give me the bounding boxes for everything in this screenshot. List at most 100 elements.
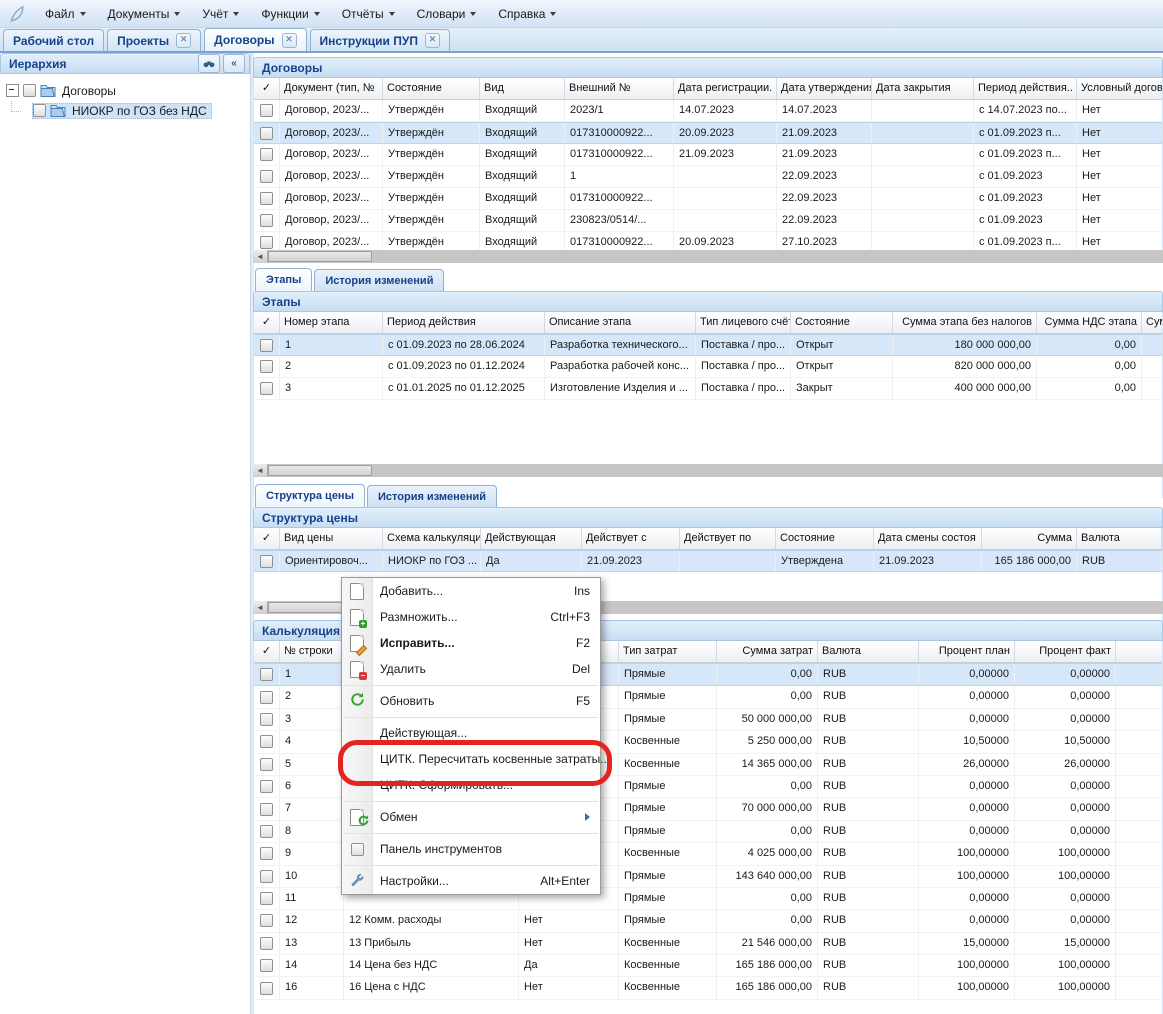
column-header[interactable]: Документ (тип, № — [280, 78, 383, 99]
table-row[interactable]: Договор, 2023/... Утверждён Входящий 1 22.09… — [254, 166, 1162, 188]
stages-hscrollbar[interactable]: ◄ — [253, 464, 1163, 477]
column-header[interactable]: Процент план — [919, 641, 1015, 662]
select-all-header[interactable]: ✓ — [254, 641, 280, 662]
row-checkbox[interactable] — [260, 214, 273, 227]
row-checkbox[interactable] — [260, 847, 273, 861]
scrollbar-thumb[interactable] — [268, 251, 372, 262]
tree-node[interactable]: НИОКР по ГОЗ без НДС — [6, 101, 250, 120]
table-row[interactable]: 14 14 Цена без НДС Да Косвенные 165 186 000,… — [254, 955, 1162, 978]
column-header[interactable]: Тип лицевого счёт — [696, 312, 791, 333]
row-checkbox[interactable] — [260, 824, 273, 838]
sidebar-splitter[interactable] — [251, 53, 254, 1014]
column-header[interactable]: Состояние — [383, 78, 480, 99]
column-header[interactable]: Дата регистрации. — [674, 78, 777, 99]
table-row[interactable]: Договор, 2023/... Утверждён Входящий 017310… — [254, 144, 1162, 166]
row-checkbox[interactable] — [260, 338, 273, 352]
tab-Проекты[interactable]: Проекты ✕ — [107, 29, 202, 51]
menubar-item[interactable]: Документы — [97, 4, 192, 24]
column-header[interactable]: Состояние — [791, 312, 893, 333]
table-row[interactable]: 16 16 Цена с НДС Нет Косвенные 165 186 000,0… — [254, 977, 1162, 1000]
table-row[interactable]: 13 13 Прибыль Нет Косвенные 21 546 000,00 RUB… — [254, 932, 1162, 956]
row-checkbox[interactable] — [260, 981, 273, 995]
row-checkbox[interactable] — [260, 780, 273, 794]
select-all-header[interactable]: ✓ — [254, 528, 280, 549]
table-row[interactable]: Ориентировоч... НИОКР по ГОЗ ... Да 21.09.2… — [254, 550, 1162, 572]
column-header[interactable]: Внешний № — [565, 78, 674, 99]
menu-item-удалить[interactable]: – Удалить Del — [342, 656, 600, 682]
menu-item-панель-инструментов[interactable]: Панель инструментов — [342, 836, 600, 862]
row-checkbox[interactable] — [260, 914, 273, 928]
tree-node[interactable]: Договоры — [6, 81, 250, 100]
menu-item-исправить-[interactable]: Исправить... F2 — [342, 630, 600, 656]
column-header[interactable]: Сум — [1142, 312, 1162, 333]
column-header[interactable]: Вид — [480, 78, 565, 99]
row-checkbox[interactable] — [260, 554, 273, 568]
table-row[interactable]: Договор, 2023/... Утверждён Входящий 017310… — [254, 122, 1162, 144]
table-row[interactable]: Договор, 2023/... Утверждён Входящий 017310… — [254, 188, 1162, 210]
column-header[interactable]: Процент факт — [1015, 641, 1116, 662]
tab-Рабочий стол[interactable]: Рабочий стол — [3, 29, 105, 51]
contracts-hscrollbar[interactable]: ◄ — [253, 250, 1163, 263]
menubar-item[interactable]: Учёт — [191, 4, 250, 24]
menu-item-обмен[interactable]: Обмен — [342, 804, 600, 830]
table-row[interactable]: Договор, 2023/... Утверждён Входящий 230823… — [254, 210, 1162, 232]
column-header[interactable]: Валюта — [818, 641, 919, 662]
row-checkbox[interactable] — [260, 869, 273, 883]
row-checkbox[interactable] — [260, 104, 273, 117]
tab-История изменений[interactable]: История изменений — [366, 485, 498, 507]
scrollbar-thumb[interactable] — [268, 465, 372, 476]
row-checkbox[interactable] — [260, 148, 273, 161]
tree-checkbox[interactable] — [23, 84, 36, 97]
column-header[interactable]: Сумма этапа без налогов — [893, 312, 1037, 333]
column-header[interactable]: № строки — [280, 641, 344, 662]
menu-item-обновить[interactable]: Обновить F5 — [342, 688, 600, 714]
menubar-item[interactable]: Словари — [406, 4, 488, 24]
column-header[interactable]: Тип затрат — [619, 641, 717, 662]
column-header[interactable]: Валюта — [1077, 528, 1162, 549]
column-header[interactable]: Действует по — [680, 528, 776, 549]
column-header[interactable]: Сумма НДС этапа — [1037, 312, 1142, 333]
column-header[interactable] — [519, 641, 619, 662]
tab-История изменений[interactable]: История изменений — [314, 269, 445, 291]
row-checkbox[interactable] — [260, 668, 273, 682]
menubar-item[interactable]: Файл — [34, 4, 97, 24]
row-checkbox[interactable] — [260, 959, 273, 973]
column-header[interactable]: Дата смены состоя — [874, 528, 982, 549]
close-icon[interactable]: ✕ — [281, 32, 297, 48]
row-checkbox[interactable] — [260, 712, 273, 726]
column-header[interactable]: Период действия.. — [974, 78, 1077, 99]
scroll-left-icon[interactable]: ◄ — [253, 601, 268, 614]
row-checkbox[interactable] — [260, 735, 273, 749]
row-checkbox[interactable] — [260, 382, 273, 395]
tab-Структура цены[interactable]: Структура цены — [255, 484, 365, 507]
column-header[interactable]: Условный догове — [1077, 78, 1162, 99]
column-header[interactable]: Дата закрытия — [872, 78, 974, 99]
row-checkbox[interactable] — [260, 126, 273, 140]
column-header[interactable]: Сумма — [982, 528, 1077, 549]
select-all-header[interactable]: ✓ — [254, 312, 280, 333]
row-checkbox[interactable] — [260, 360, 273, 373]
tree-checkbox[interactable] — [33, 104, 46, 117]
tab-Инструкции ПУП[interactable]: Инструкции ПУП ✕ — [309, 29, 450, 51]
row-checkbox[interactable] — [260, 892, 273, 906]
column-header[interactable]: Вид цены — [280, 528, 383, 549]
collapse-icon[interactable]: « — [223, 54, 245, 73]
row-checkbox[interactable] — [260, 757, 273, 771]
menu-item-настройки-[interactable]: Настройки... Alt+Enter — [342, 868, 600, 894]
row-checkbox[interactable] — [260, 802, 273, 816]
menu-item-размножить-[interactable]: + Размножить... Ctrl+F3 — [342, 604, 600, 630]
column-header[interactable]: Период действия — [383, 312, 545, 333]
menu-item-цитк-сформировать-[interactable]: ЦИТК. Сформировать... — [342, 772, 600, 798]
menubar-item[interactable]: Функции — [250, 4, 330, 24]
tree-collapse-icon[interactable] — [6, 84, 19, 97]
select-all-header[interactable]: ✓ — [254, 78, 280, 99]
tab-Этапы[interactable]: Этапы — [255, 268, 313, 291]
close-icon[interactable]: ✕ — [424, 33, 440, 48]
row-checkbox[interactable] — [260, 192, 273, 205]
table-row[interactable]: Договор, 2023/... Утверждён Входящий 2023/1… — [254, 100, 1162, 122]
column-header[interactable]: Схема калькуляци — [383, 528, 481, 549]
binoculars-icon[interactable] — [198, 54, 220, 73]
column-header[interactable]: Сумма затрат — [717, 641, 818, 662]
